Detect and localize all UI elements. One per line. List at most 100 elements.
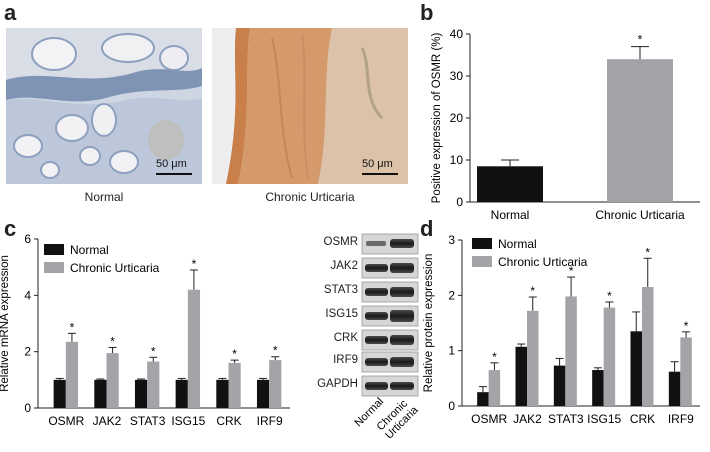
chart-d-x-tick-label-0: OSMR	[471, 412, 507, 426]
chart-d-legend-label-1: Chronic Urticaria	[498, 255, 588, 269]
chart-d-bar-1-3	[603, 307, 616, 406]
blot-label-irf9: IRF9	[333, 354, 358, 366]
chart-c-bar-0-0	[53, 379, 66, 408]
chart-d-bar-1-5	[680, 337, 692, 406]
chart-d-bar-0-2	[553, 365, 566, 406]
micrograph-normal: 50 μm	[6, 28, 202, 184]
chart-d-bar-0-3	[592, 370, 604, 406]
chart-d-significance-4: *	[645, 245, 650, 259]
chart-d-significance-1: *	[530, 284, 535, 298]
chart-c-legend-label-1: Chronic Urticaria	[70, 261, 160, 275]
chart-d-bar-0-4	[630, 331, 642, 406]
chart-d-y-axis-label: Relative protein expression	[423, 254, 435, 393]
chart-d-x-tick-label-4: CRK	[630, 412, 655, 426]
chart-c-bar-0-5	[256, 379, 270, 408]
panel-letter-b: b	[420, 0, 434, 25]
chart-d-y-tick-label: 1	[448, 344, 455, 358]
chart-d-bar-0-0	[477, 392, 489, 406]
chart-d-bar-0-5	[668, 371, 681, 406]
chart-d-significance-0: *	[492, 350, 497, 364]
chart-c-bar-1-2	[147, 361, 160, 408]
chart-b-y-tick-label: 10	[450, 153, 464, 167]
chart-c-y-tick-label: 6	[24, 232, 31, 246]
chart-c-bar-0-1	[94, 379, 107, 408]
blot-label-osmr: OSMR	[323, 236, 359, 248]
micrograph-chronic-urticaria: 50 μm	[212, 28, 408, 184]
chart-c-x-tick-label-3: ISG15	[171, 414, 205, 428]
chart-c-x-tick-label-4: CRK	[216, 414, 241, 428]
chart-c-bar-1-0	[65, 341, 79, 408]
chart-c-x-tick-label-1: JAK2	[93, 414, 122, 428]
chart-c-legend-swatch-0	[44, 244, 64, 255]
scale-bar-chronic-urticaria: 50 μm	[362, 158, 393, 170]
chart-c-bar-1-1	[106, 353, 119, 408]
chart-c-bar-1-3	[187, 289, 201, 408]
chart-d-legend-label-0: Normal	[498, 237, 537, 251]
chart-c-legend-swatch-1	[44, 262, 64, 273]
chart-c-significance-3: *	[192, 257, 197, 271]
blot-label-gapdh: GAPDH	[317, 378, 358, 390]
chart-b-y-axis-label: Positive expression of OSMR (%)	[431, 33, 443, 204]
chart-b-x-tick-label-0: Normal	[491, 208, 530, 222]
scale-bar-normal: 50 μm	[156, 158, 187, 170]
chart-b-y-tick-label: 0	[456, 195, 463, 209]
chart-c-significance-5: *	[273, 344, 278, 358]
chart-d-bar-1-1	[527, 310, 539, 406]
chart-c-y-tick-label: 2	[24, 345, 31, 359]
chart-d-x-tick-label-2: STAT3	[548, 412, 584, 426]
chart-c-significance-4: *	[232, 347, 237, 361]
chart-c-bar-0-2	[134, 379, 148, 408]
chart-b-bar-1	[607, 59, 673, 203]
chart-c-y-tick-label: 0	[24, 401, 31, 415]
chart-b-y-tick-label: 20	[450, 111, 464, 125]
blot-label-isg15: ISG15	[325, 308, 358, 320]
chart-b-y-tick-label: 30	[450, 69, 464, 83]
chart-d-bar-0-1	[515, 346, 527, 406]
chart-d-y-tick-label: 0	[448, 399, 455, 413]
chart-d-bar-1-4	[642, 287, 654, 406]
blot-labels: OSMR JAK2 STAT3 ISG15 CRK IRF9 GAPDH	[300, 232, 360, 390]
panel-letter-a: a	[4, 0, 17, 25]
chart-c-x-tick-label-5: IRF9	[257, 414, 283, 428]
chart-b-bar-0	[477, 166, 543, 202]
blot-label-crk: CRK	[333, 332, 358, 344]
chart-c-bar-0-4	[216, 379, 229, 408]
chart-c-legend-label-0: Normal	[70, 243, 109, 257]
chart-d-significance-2: *	[569, 264, 574, 278]
chart-c-bar-1-4	[228, 362, 241, 408]
chart-b-y-tick-label: 40	[450, 27, 464, 41]
chart-c-bar-1-5	[269, 360, 282, 408]
chart-d-x-tick-label-1: JAK2	[513, 412, 542, 426]
blot-label-stat3: STAT3	[323, 284, 358, 296]
chart-d-x-tick-label-5: IRF9	[668, 412, 694, 426]
western-blot: OSMR JAK2 STAT3 ISG15 CRK IRF9 GAPDH	[300, 232, 420, 447]
chart-c-x-tick-label-2: STAT3	[130, 414, 166, 428]
chart-d-bar-1-0	[488, 370, 501, 406]
panel-letter-d: d	[420, 216, 434, 241]
chart-b-significance-1: *	[638, 33, 643, 47]
blot-label-jak2: JAK2	[330, 260, 359, 272]
chart-c-bar-0-3	[175, 379, 188, 408]
chart-d-y-tick-label: 3	[448, 233, 455, 247]
chart-d-y-tick-label: 2	[448, 288, 455, 302]
blot-bands: Normal Chronic Urticaria	[353, 233, 420, 442]
chart-d-legend-swatch-0	[472, 238, 492, 249]
chart-c-significance-0: *	[70, 320, 75, 334]
chart-d-x-tick-label-3: ISG15	[587, 412, 621, 426]
chart-d-significance-5: *	[684, 319, 689, 333]
chart-c-significance-1: *	[110, 334, 115, 348]
chart-d-bar-1-2	[565, 296, 577, 406]
chart-c-y-axis-label: Relative mRNA expression	[0, 255, 11, 392]
chart-d-legend-swatch-1	[472, 256, 492, 267]
micrograph-chronic-urticaria-caption: Chronic Urticaria	[265, 190, 355, 204]
chart-c-y-tick-label: 4	[24, 288, 31, 302]
micrograph-normal-caption: Normal	[84, 190, 124, 204]
chart-b-x-tick-label-1: Chronic Urticaria	[595, 208, 685, 222]
panel-letter-c: c	[4, 216, 17, 241]
chart-d-significance-3: *	[607, 289, 612, 303]
chart-c-significance-2: *	[151, 344, 156, 358]
chart-c-x-tick-label-0: OSMR	[48, 414, 84, 428]
